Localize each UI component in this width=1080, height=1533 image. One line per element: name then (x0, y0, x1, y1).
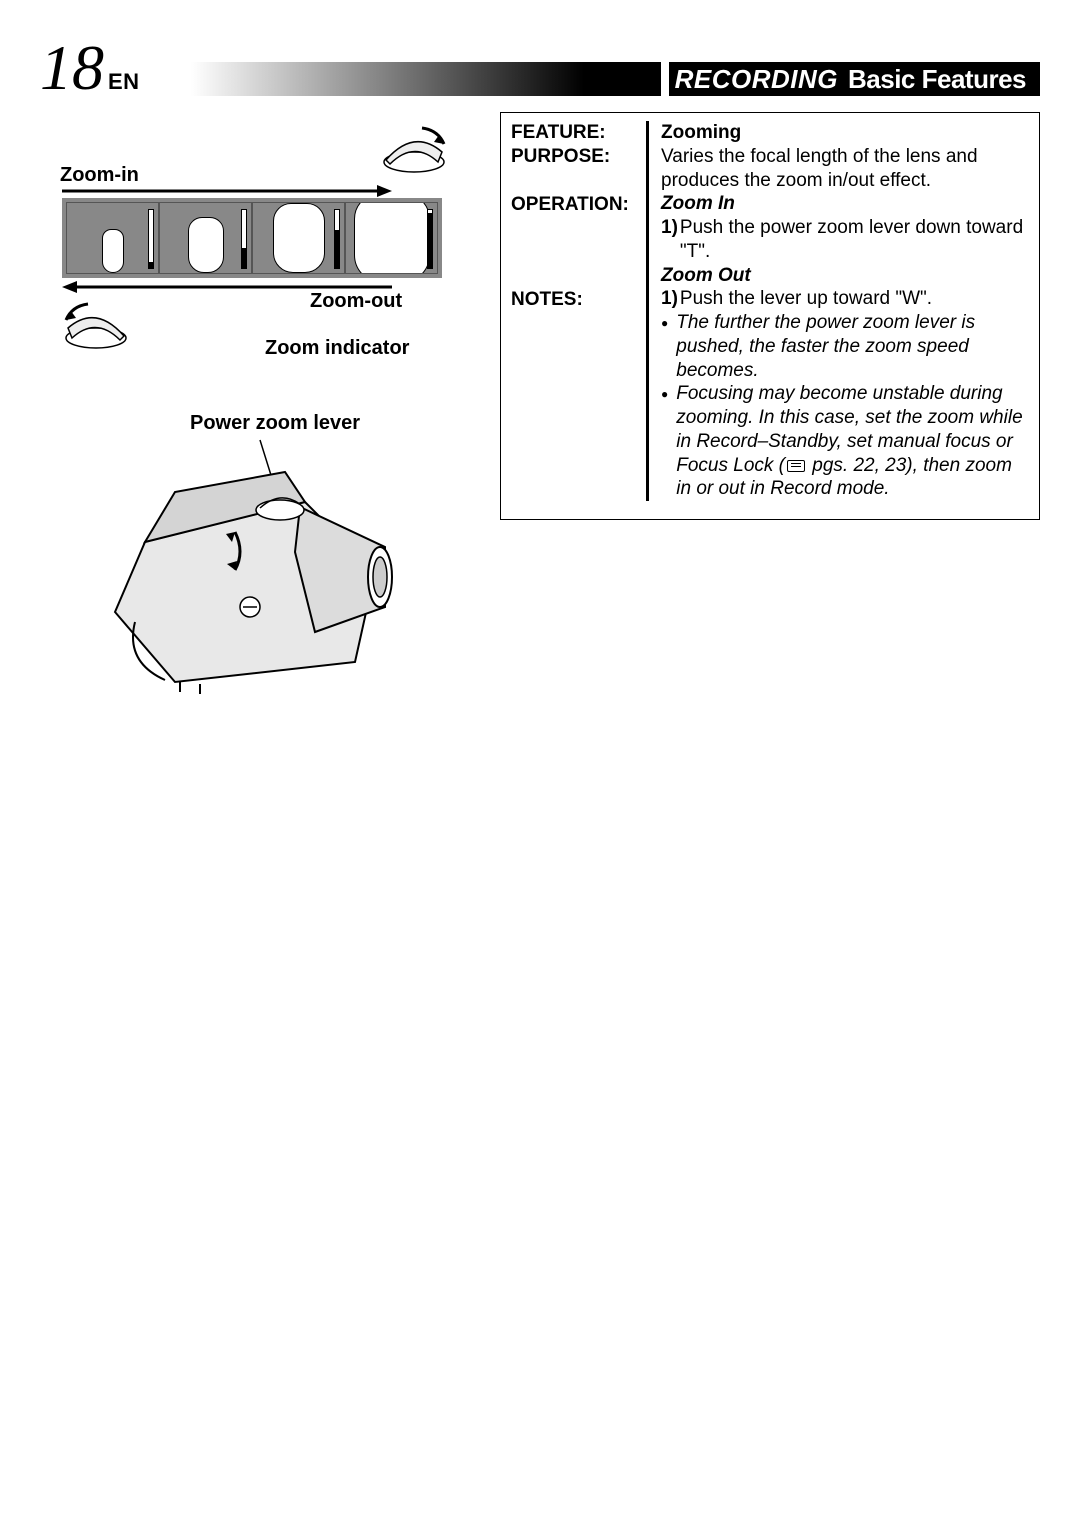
zoom-rocker-t-icon (378, 122, 450, 176)
feature-labels: FEATURE: PURPOSE: OPERATION: NOTES: (511, 121, 646, 501)
notes-list: The further the power zoom lever is push… (661, 311, 1029, 501)
figure-icon (354, 202, 430, 274)
header-strip: RECORDING Basic Features (669, 62, 1040, 96)
zoom-gauge-icon (427, 209, 433, 269)
section-subtitle: Basic Features (848, 64, 1026, 95)
zoom-in-step: 1) Push the power zoom lever down toward… (661, 216, 1029, 264)
zoom-indicator-label: Zoom indicator (265, 337, 409, 360)
feature-box: FEATURE: PURPOSE: OPERATION: NOTES: Zoom… (500, 112, 1040, 520)
operation-label: OPERATION: (511, 193, 646, 217)
zoom-frame-1 (66, 202, 159, 274)
zoom-in-arrow-icon (62, 184, 392, 196)
page-number-box: 18 EN (40, 36, 140, 100)
zoom-frames (62, 198, 442, 278)
zoom-gauge-icon (241, 209, 247, 269)
feature-content: Zooming Varies the focal length of the l… (646, 121, 1029, 501)
feature-column: FEATURE: PURPOSE: OPERATION: NOTES: Zoom… (500, 112, 1040, 520)
zoom-out-step: 1) Push the lever up toward "W". (661, 287, 1029, 311)
note-text: The further the power zoom lever is push… (676, 311, 1029, 382)
feature-label: FEATURE: (511, 121, 646, 145)
zoom-out-label: Zoom-out (310, 290, 402, 313)
note-text: Focusing may become unstable during zoom… (676, 382, 1029, 501)
body-columns: Zoom-in (40, 112, 1040, 520)
note-item: Focusing may become unstable during zoom… (661, 382, 1029, 501)
step-number: 1) (661, 216, 678, 264)
zoom-frame-3 (252, 202, 345, 274)
figure-icon (273, 203, 325, 273)
zoom-frame-2 (159, 202, 252, 274)
page-number: 18 (40, 36, 104, 100)
page-header: 18 EN RECORDING Basic Features (40, 40, 1040, 100)
spacer (511, 216, 646, 288)
zoom-in-heading: Zoom In (661, 192, 1029, 216)
section-title: RECORDING (675, 64, 838, 95)
step-text: Push the power zoom lever down toward "T… (680, 216, 1029, 264)
zoom-frame-4 (345, 202, 438, 274)
spacer (511, 169, 646, 193)
header-gradient (150, 62, 661, 96)
step-text: Push the lever up toward "W". (680, 287, 932, 311)
step-number: 1) (661, 287, 678, 311)
zoom-rocker-w-icon (60, 298, 132, 352)
page-language: EN (108, 69, 140, 95)
camcorder-icon (85, 432, 405, 702)
feature-purpose: Varies the focal length of the lens and … (661, 145, 1029, 193)
notes-label: NOTES: (511, 288, 646, 312)
purpose-label: PURPOSE: (511, 145, 646, 169)
note-item: The further the power zoom lever is push… (661, 311, 1029, 382)
feature-name: Zooming (661, 121, 1029, 145)
page-ref-icon (787, 460, 805, 472)
figure-icon (102, 229, 124, 273)
diagram-column: Zoom-in (40, 112, 470, 520)
zoom-gauge-icon (334, 209, 340, 269)
zoom-out-heading: Zoom Out (661, 264, 1029, 288)
page: 18 EN RECORDING Basic Features Zoom-in (0, 0, 1080, 560)
zoom-gauge-icon (148, 209, 154, 269)
figure-icon (188, 217, 224, 273)
